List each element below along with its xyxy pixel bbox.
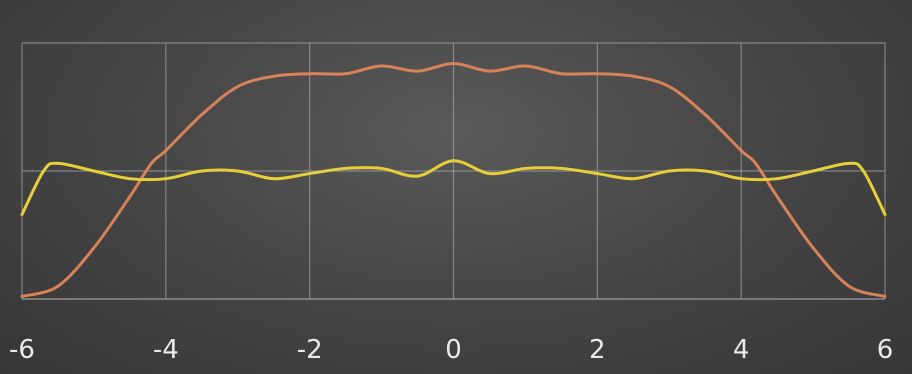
series-line-1 [20,159,887,217]
x-tick-label-5: 4 [733,335,750,365]
x-tick-label-2: -2 [297,335,323,365]
x-tick-label-3: 0 [445,335,462,365]
x-tick-label-1: -4 [153,335,179,365]
tick-labels: -6 -4 -2 0 2 4 6 [9,335,893,365]
grid [21,42,886,299]
x-tick-label-4: 2 [589,335,606,365]
series-layer [20,61,887,298]
series-line-0 [20,61,887,298]
x-tick-label-6: 6 [877,335,894,365]
x-tick-label-0: -6 [9,335,35,365]
